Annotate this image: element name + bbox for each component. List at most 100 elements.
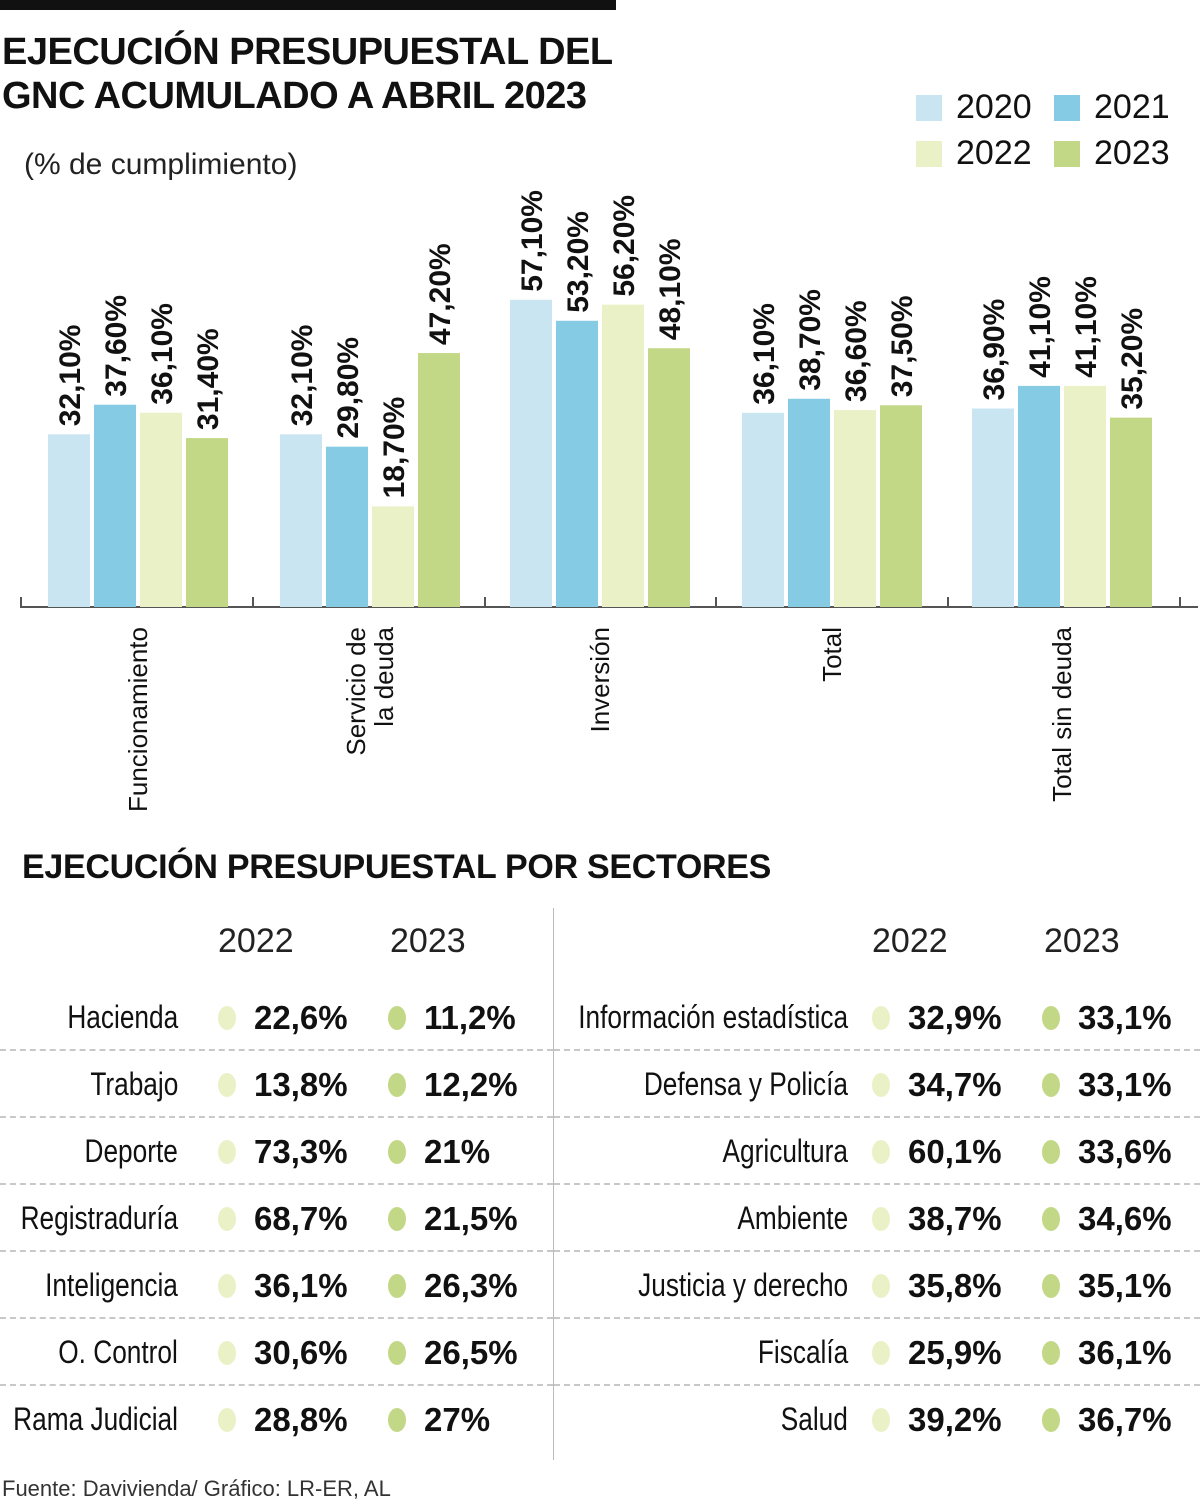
bar-value-label: 57,10% [516,190,549,292]
dot-2022-icon [218,1073,236,1097]
category-label: Total [817,627,847,682]
bar-value-label: 41,10% [1070,276,1103,378]
dot-2022-icon [872,1341,890,1365]
legend-swatch-2022 [916,140,942,167]
title-line-2: GNC ACUMULADO A ABRIL 2023 [2,75,587,117]
bar-value-label: 38,70% [794,289,827,391]
bar-value-label: 37,60% [100,295,133,397]
dot-2023-icon [388,1073,406,1097]
dot-2022-icon [872,1073,890,1097]
category-label: Inversión [585,627,615,733]
legend-swatch-2023 [1054,140,1080,167]
value-2022: 25,9% [908,1334,1002,1371]
bar-value-label: 29,80% [332,337,365,439]
left-col-head-2022: 2022 [218,922,294,960]
value-2023: 34,6% [1078,1200,1172,1237]
bar-value-label: 31,40% [192,328,225,430]
value-2022: 36,1% [254,1267,348,1304]
legend-label-2020: 2020 [956,88,1032,126]
value-2023: 33,1% [1078,1066,1172,1103]
value-2023: 27% [424,1401,491,1438]
value-2022: 60,1% [908,1133,1002,1170]
value-2022: 34,7% [908,1066,1002,1103]
dot-2022-icon [872,1274,890,1298]
value-2022: 39,2% [908,1401,1002,1438]
left-col-head-2023: 2023 [390,922,466,960]
legend-label-2022: 2022 [956,134,1032,172]
bar-value-label: 36,10% [748,303,781,405]
right-col-head-2022: 2022 [872,922,948,960]
value-2022: 28,8% [254,1401,348,1438]
bar-chart: 32,10% 37,60% 36,10% 31,40% Funcionamiento 32… [20,190,1198,812]
legend-swatch-2021 [1054,94,1080,121]
bar-value-label: 35,20% [1116,308,1149,410]
legend-swatch-2020 [916,94,942,121]
bar-value-label: 37,50% [886,296,919,398]
dot-2022-icon [872,1006,890,1030]
bar-2021-2 [556,320,598,607]
dot-2022-icon [218,1408,236,1432]
row-separator [554,1250,1200,1252]
bar-2023-0 [186,438,228,607]
category-label: Funcionamiento [123,627,153,812]
legend-item-2021: 2021 [1054,88,1170,127]
bar-2022-1 [372,506,414,607]
row-separator [0,1317,553,1319]
bar-2020-2 [510,299,552,607]
bar-2022-4 [1064,385,1106,607]
value-2022: 13,8% [254,1066,348,1103]
bar-2020-4 [972,408,1014,607]
sector-row: Deporte 73,3% 21% [0,1118,553,1185]
value-2023: 12,2% [424,1066,518,1103]
bar-value-label: 36,90% [978,299,1011,401]
row-separator [0,1250,553,1252]
right-col-head-2023: 2023 [1044,922,1120,960]
sector-name: Deporte [84,1133,178,1169]
dot-2023-icon [1042,1140,1060,1164]
sector-name: Justicia y derecho [637,1267,848,1303]
sector-row: Justicia y derecho 35,8% 35,1% [554,1252,1200,1319]
sector-name: Fiscalía [757,1334,848,1370]
bar-2022-3 [834,410,876,607]
row-separator [0,1116,553,1118]
chart-title: EJECUCIÓN PRESUPUESTAL DEL GNC ACUMULADO… [2,30,613,118]
bar-value-label: 41,10% [1024,276,1057,378]
value-2023: 36,1% [1078,1334,1172,1371]
sector-name: Defensa y Policía [643,1066,848,1102]
legend-label-2023: 2023 [1094,134,1170,172]
sector-row: Salud 39,2% 36,7% [554,1386,1200,1453]
bar-2023-3 [880,405,922,607]
dot-2023-icon [388,1006,406,1030]
top-rule [0,0,616,10]
value-2022: 32,9% [908,999,1002,1036]
sector-row: Hacienda 22,6% 11,2% [0,984,553,1051]
legend-label-2021: 2021 [1094,88,1170,126]
chart-subtitle: (% de cumplimiento) [24,148,298,181]
value-2022: 22,6% [254,999,348,1036]
sector-row: Inteligencia 36,1% 26,3% [0,1252,553,1319]
bar-2022-0 [140,412,182,607]
row-separator [0,1183,553,1185]
dot-2023-icon [1042,1073,1060,1097]
dot-2023-icon [1042,1006,1060,1030]
bar-value-label: 32,10% [54,325,87,427]
sector-name: Información estadística [578,999,848,1035]
value-2023: 36,7% [1078,1401,1172,1438]
sector-name: Ambiente [737,1200,848,1236]
dot-2023-icon [1042,1341,1060,1365]
bar-value-label: 36,10% [146,303,179,405]
sector-row: Defensa y Policía 34,7% 33,1% [554,1051,1200,1118]
sector-row: Ambiente 38,7% 34,6% [554,1185,1200,1252]
row-separator [554,1384,1200,1386]
bar-2023-1 [418,353,460,607]
dot-2022-icon [218,1341,236,1365]
category-label: la deuda [369,626,399,726]
sectors-title: EJECUCIÓN PRESUPUESTAL POR SECTORES [22,848,771,886]
bar-value-label: 56,20% [608,195,641,297]
sector-row: Agricultura 60,1% 33,6% [554,1118,1200,1185]
value-2022: 68,7% [254,1200,348,1237]
bar-2022-2 [602,304,644,607]
row-separator [0,1049,553,1051]
sector-name: Trabajo [90,1066,178,1102]
dot-2022-icon [218,1274,236,1298]
